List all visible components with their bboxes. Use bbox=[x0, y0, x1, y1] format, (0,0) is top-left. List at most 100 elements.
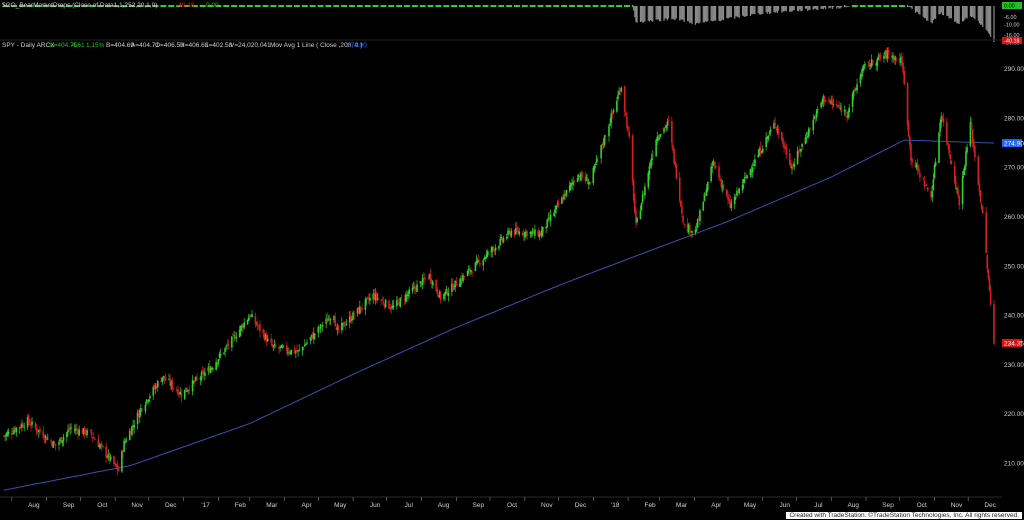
study-label: Mov Avg 1 Line ( Close ,200, 0 ) bbox=[270, 42, 362, 49]
candle-body bbox=[989, 291, 992, 305]
indicator-zero-bar bbox=[31, 5, 33, 7]
candle-body bbox=[345, 323, 348, 325]
time-tick-label: Dec bbox=[165, 502, 177, 509]
candle-body bbox=[390, 307, 393, 310]
candle-body bbox=[604, 135, 607, 137]
indicator-zero-bar bbox=[562, 5, 564, 7]
indicator-drawdown-bar bbox=[690, 6, 692, 23]
price-header: SPY - Daily ARCX L=404.75 4.61 1.15% B=4… bbox=[2, 42, 367, 49]
candle-body bbox=[176, 389, 178, 391]
candle-body bbox=[342, 322, 344, 325]
indicator-zero-bar bbox=[446, 5, 449, 7]
candle-body bbox=[683, 223, 686, 225]
indicator-zero-bar bbox=[452, 5, 454, 7]
candle-body bbox=[392, 305, 395, 308]
indicator-zero-bar bbox=[157, 5, 159, 7]
indicator-zero-bar bbox=[438, 5, 441, 7]
indicator-zero-bar bbox=[455, 5, 458, 7]
candle-body bbox=[431, 281, 434, 286]
candle-body bbox=[773, 123, 775, 129]
study-value: 274.90 bbox=[347, 42, 367, 49]
indicator-zero-bar bbox=[255, 5, 258, 7]
candle-body bbox=[146, 400, 149, 402]
indicator-zero-bar bbox=[453, 5, 455, 7]
candle-body bbox=[719, 179, 721, 180]
indicator-zero-bar bbox=[311, 5, 314, 7]
indicator-zero-bar bbox=[396, 5, 398, 7]
candle-body bbox=[369, 297, 371, 301]
indicator-zero-bar bbox=[405, 5, 407, 7]
candle-body bbox=[360, 307, 362, 310]
indicator-zero-bar bbox=[356, 5, 359, 7]
candle-body bbox=[296, 349, 298, 353]
indicator-drawdown-bar bbox=[672, 6, 674, 19]
indicator-value-green: 0.00 bbox=[206, 2, 219, 9]
candle-body bbox=[916, 163, 919, 171]
candle-body bbox=[620, 87, 623, 92]
indicator-drawdown-bar bbox=[972, 6, 974, 17]
candle-body bbox=[790, 162, 792, 169]
indicator-drawdown-bar bbox=[741, 6, 744, 16]
indicator-zero-bar bbox=[408, 5, 410, 7]
candle-body bbox=[412, 286, 415, 288]
candle-body bbox=[579, 177, 581, 179]
candle-body bbox=[547, 217, 550, 220]
pct-change: 1.15% bbox=[86, 42, 105, 49]
candle-body bbox=[641, 194, 644, 203]
indicator-zero-bar bbox=[172, 5, 175, 7]
indicator-zero-bar bbox=[508, 5, 510, 7]
indicator-zero-bar bbox=[36, 5, 39, 7]
candle-body bbox=[987, 269, 990, 279]
candle-body bbox=[218, 353, 221, 358]
indicator-zero-bar bbox=[608, 5, 610, 7]
time-tick-label: Jul bbox=[405, 502, 414, 509]
candle-body bbox=[820, 102, 822, 108]
candle-body bbox=[6, 432, 9, 436]
indicator-drawdown-bar bbox=[954, 6, 956, 22]
indicator-zero-bar bbox=[3, 5, 5, 7]
indicator-drawdown-bar bbox=[919, 6, 921, 15]
indicator-zero-bar bbox=[318, 5, 321, 7]
candle-body bbox=[137, 413, 140, 418]
candle-body bbox=[534, 229, 536, 236]
indicator-zero-bar bbox=[191, 5, 194, 7]
indicator-zero-bar bbox=[443, 5, 445, 7]
candle-body bbox=[980, 204, 983, 209]
candle-body bbox=[446, 290, 449, 296]
candle-body bbox=[241, 324, 243, 328]
candle-body bbox=[353, 314, 356, 316]
indicator-zero-bar bbox=[176, 5, 178, 7]
indicator-zero-bar bbox=[333, 5, 335, 7]
candle-body bbox=[807, 128, 810, 137]
indicator-zero-bar bbox=[313, 5, 315, 7]
indicator-zero-bar bbox=[325, 5, 327, 7]
time-tick-label: Aug bbox=[28, 502, 40, 509]
candle-body bbox=[435, 279, 437, 291]
candle-body bbox=[21, 423, 23, 428]
price-axis: 290.00 280.00 270.00 260.00 250.00 240.00 230.… bbox=[1002, 66, 1024, 468]
candle-body bbox=[81, 429, 84, 434]
indicator-zero-bar bbox=[406, 5, 408, 7]
time-tick-label: '17 bbox=[201, 502, 210, 509]
indicator-zero-bar bbox=[494, 5, 497, 7]
indicator-current-marker bbox=[1002, 37, 1022, 44]
candle-body bbox=[420, 282, 423, 286]
indicator-drawdown-bar bbox=[694, 6, 697, 25]
candle-body bbox=[305, 344, 307, 345]
candle-body bbox=[970, 122, 973, 129]
indicator-zero-bar bbox=[424, 5, 426, 7]
indicator-zero-bar bbox=[510, 5, 513, 7]
indicator-zero-bar bbox=[548, 5, 551, 7]
candle-body bbox=[815, 110, 818, 118]
candle-body bbox=[265, 335, 268, 342]
indicator-zero-bar bbox=[851, 5, 854, 7]
indicator-drawdown-bar bbox=[798, 6, 800, 12]
price-tick-label: 210.00 bbox=[1004, 461, 1024, 468]
moving-average-line bbox=[3, 139, 995, 491]
indicator-zero-bar bbox=[397, 5, 399, 7]
indicator-zero-bar bbox=[309, 5, 312, 7]
indicator-zero-bar bbox=[593, 5, 596, 7]
candle-body bbox=[925, 184, 928, 186]
candle-body bbox=[430, 279, 433, 284]
candle-body bbox=[194, 380, 196, 382]
